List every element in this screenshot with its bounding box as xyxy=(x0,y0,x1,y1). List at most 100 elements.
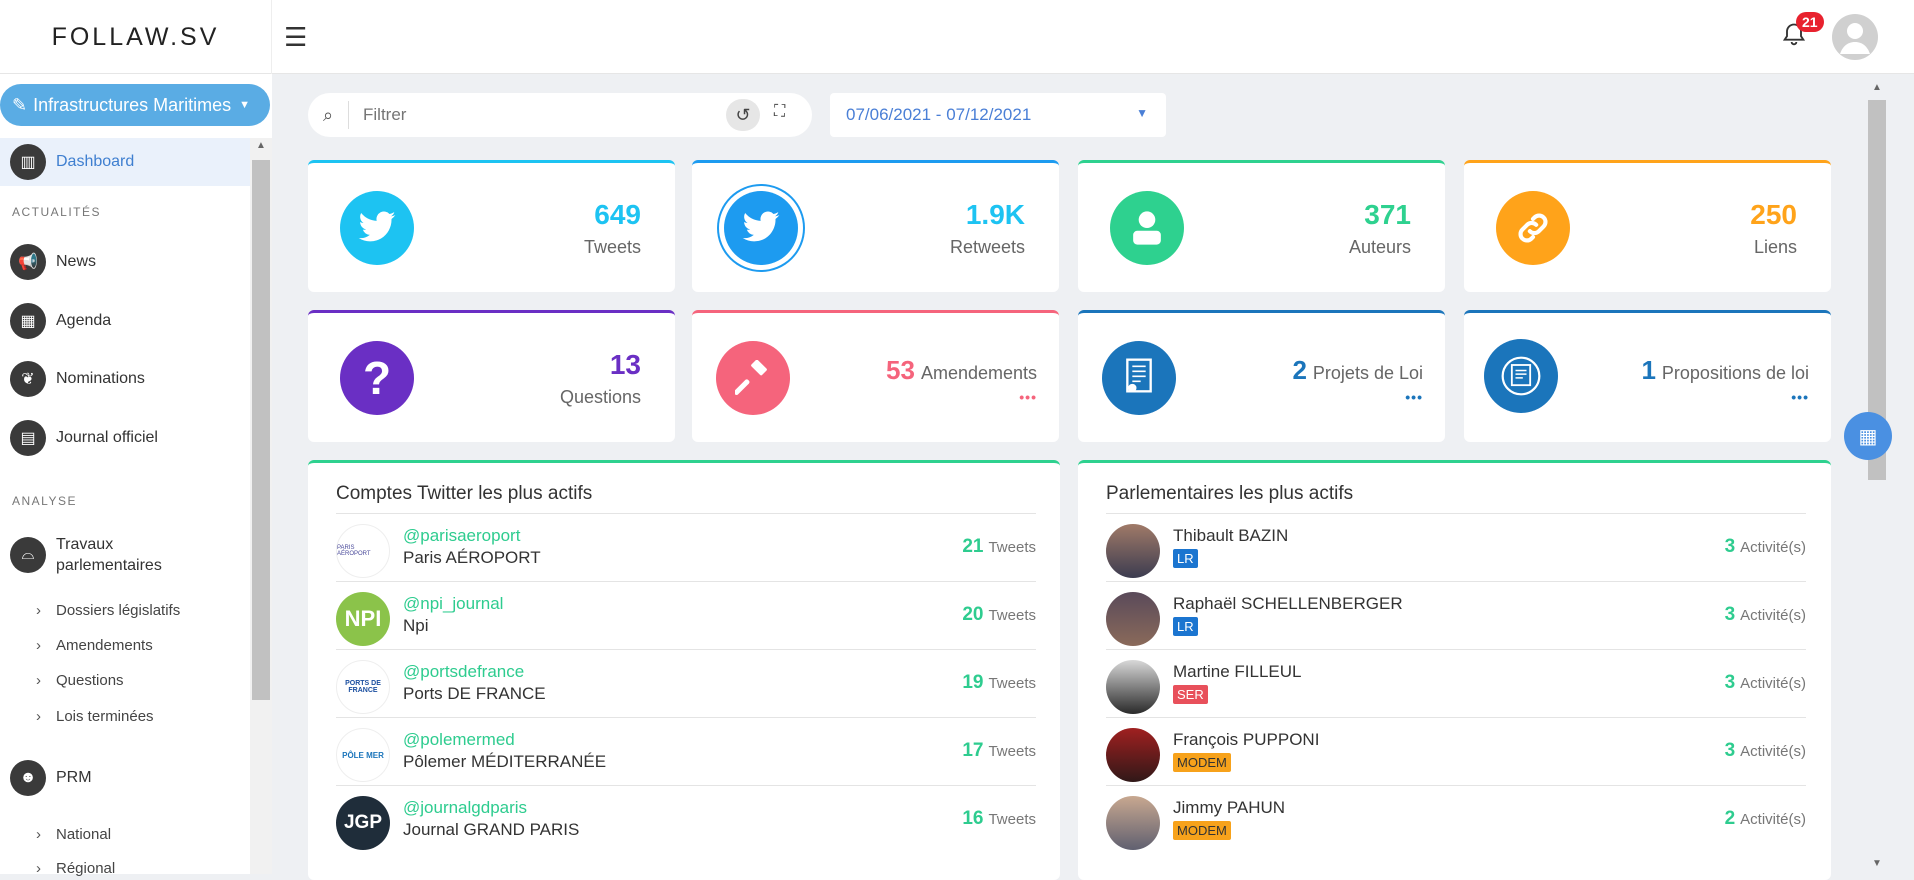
count-unit: Tweets xyxy=(988,607,1036,624)
more-icon[interactable]: ••• xyxy=(1791,389,1809,405)
account-handle[interactable]: @parisaeroport xyxy=(403,526,521,545)
page-scrollbar-thumb[interactable] xyxy=(1868,100,1886,480)
panel-title: Comptes Twitter les plus actifs xyxy=(336,483,593,504)
person-name[interactable]: François PUPPONI xyxy=(1173,730,1320,749)
card-questions[interactable]: ? 13 Questions xyxy=(308,310,675,442)
sidebar-sub-national[interactable]: › National xyxy=(36,826,111,843)
sidebar-sub-dossiers[interactable]: › Dossiers législatifs xyxy=(36,602,180,619)
activity-count: 3 Activité(s) xyxy=(1725,604,1806,626)
party-tag-wrap: MODEM xyxy=(1173,820,1231,840)
list-item[interactable]: François PUPPONI MODEM 3 Activité(s) xyxy=(1106,717,1806,785)
list-item[interactable]: PÔLE MER @polemermed Pôlemer MÉDITERRANÉ… xyxy=(336,717,1036,785)
list-item[interactable]: Jimmy PAHUN MODEM 2 Activité(s) xyxy=(1106,785,1806,853)
scroll-up-icon[interactable]: ▲ xyxy=(256,140,266,151)
scroll-down-icon[interactable]: ▼ xyxy=(1872,858,1882,869)
sidebar-sub-questions[interactable]: › Questions xyxy=(36,672,124,689)
count-value: 20 xyxy=(962,604,984,625)
section-title-analyse: ANALYSE xyxy=(12,494,77,508)
tweet-count: 19 Tweets xyxy=(962,672,1036,694)
user-avatar[interactable] xyxy=(1832,14,1878,60)
logo-text: PÔLE MER xyxy=(342,750,384,760)
sidebar-item-journal-officiel[interactable]: ▤ Journal officiel xyxy=(0,418,250,458)
megaphone-icon: 📢 xyxy=(10,244,46,280)
account-avatar: PÔLE MER xyxy=(336,728,390,782)
sidebar-item-agenda[interactable]: ▦ Agenda xyxy=(0,301,250,341)
list-item[interactable]: JGP @journalgdparis Journal GRAND PARIS … xyxy=(336,785,1036,853)
card-retweets[interactable]: 1.9K Retweets xyxy=(692,160,1059,292)
sub-label: Régional xyxy=(56,860,116,877)
gavel-icon xyxy=(716,341,790,415)
card-propositions-de-loi[interactable]: 1 Propositions de loi ••• xyxy=(1464,310,1831,442)
sidebar-sub-regional[interactable]: › Régional xyxy=(36,860,115,877)
chart-icon: ▥ xyxy=(10,144,46,180)
account-handle[interactable]: @npi_journal xyxy=(403,594,504,613)
sidebar-item-travaux[interactable]: ⌓ Travaux parlementaires xyxy=(0,532,250,578)
account-name: Pôlemer MÉDITERRANÉE xyxy=(403,752,607,771)
assembly-icon: ⌓ xyxy=(10,537,46,573)
scroll-up-icon[interactable]: ▲ xyxy=(1872,82,1882,93)
account-handle[interactable]: @polemermed xyxy=(403,730,515,749)
card-liens[interactable]: 250 Liens xyxy=(1464,160,1831,292)
sidebar-item-news[interactable]: 📢 News xyxy=(0,242,250,282)
propositions-stat: 1 Propositions de loi xyxy=(1641,355,1809,386)
app-logo[interactable]: FOLLAW.SV xyxy=(0,0,272,74)
list-item[interactable]: Raphaël SCHELLENBERGER LR 3 Activité(s) xyxy=(1106,581,1806,649)
page-scrollbar[interactable]: ▲ ▼ xyxy=(1866,80,1888,874)
more-icon[interactable]: ••• xyxy=(1405,389,1423,405)
sidebar-scrollbar-thumb[interactable] xyxy=(252,160,270,700)
list-item[interactable]: PARIS AÉROPORT @parisaeroport Paris AÉRO… xyxy=(336,513,1036,581)
person-name[interactable]: Martine FILLEUL xyxy=(1173,662,1302,681)
laurel-icon: ❦ xyxy=(10,361,46,397)
account-name: Npi xyxy=(403,616,429,635)
party-badge: MODEM xyxy=(1173,753,1231,772)
date-range-picker[interactable]: 07/06/2021 - 07/12/2021 ▼ xyxy=(830,93,1166,137)
person-name[interactable]: Thibault BAZIN xyxy=(1173,526,1289,545)
pencil-icon: ✎ xyxy=(12,94,28,115)
chevron-right-icon: › xyxy=(36,708,41,725)
list-item[interactable]: PORTS DE FRANCE @portsdefrance Ports DE … xyxy=(336,649,1036,717)
card-auteurs[interactable]: 371 Auteurs xyxy=(1078,160,1445,292)
tweets-label: Tweets xyxy=(583,237,641,257)
account-handle[interactable]: @journalgdparis xyxy=(403,798,528,817)
sidebar-item-label: Journal officiel xyxy=(56,429,158,446)
list-item[interactable]: Martine FILLEUL SER 3 Activité(s) xyxy=(1106,649,1806,717)
document-certificate-icon xyxy=(1102,341,1176,415)
search-icon: ⌕ xyxy=(322,104,334,125)
sidebar-item-nominations[interactable]: ❦ Nominations xyxy=(0,359,250,399)
sidebar-item-dashboard[interactable]: ▥ Dashboard xyxy=(0,138,250,186)
party-badge: LR xyxy=(1173,617,1198,636)
person-name[interactable]: Raphaël SCHELLENBERGER xyxy=(1173,594,1403,613)
account-name: Ports DE FRANCE xyxy=(403,684,546,703)
person-photo xyxy=(1106,592,1160,646)
card-tweets[interactable]: 649 Tweets xyxy=(308,160,675,292)
project-selector-button[interactable]: ✎ Infrastructures Maritimes ▼ xyxy=(0,84,270,126)
person-name[interactable]: Jimmy PAHUN xyxy=(1173,798,1286,817)
sidebar-item-label: Dashboard xyxy=(56,153,135,170)
account-handle[interactable]: @portsdefrance xyxy=(403,662,525,681)
sub-label: Amendements xyxy=(56,637,153,654)
count-unit: Activité(s) xyxy=(1740,743,1806,760)
sub-label: Questions xyxy=(56,672,124,689)
reset-icon[interactable]: ↺ xyxy=(726,99,760,131)
twitter-accounts-panel: Comptes Twitter les plus actifs PARIS AÉ… xyxy=(308,460,1060,880)
card-projets-de-loi[interactable]: 2 Projets de Loi ••• xyxy=(1078,310,1445,442)
person-photo xyxy=(1106,524,1160,578)
list-item[interactable]: NPI @npi_journal Npi 20 Tweets xyxy=(336,581,1036,649)
list-item[interactable]: Thibault BAZIN LR 3 Activité(s) xyxy=(1106,513,1806,581)
count-unit: Activité(s) xyxy=(1740,539,1806,556)
date-range-value: 07/06/2021 - 07/12/2021 xyxy=(846,105,1032,124)
party-badge: MODEM xyxy=(1173,821,1231,840)
widgets-favorite-icon[interactable]: ▦ xyxy=(1844,412,1892,460)
menu-toggle-icon[interactable]: ☰ xyxy=(284,22,308,52)
filter-input[interactable] xyxy=(348,101,708,129)
more-icon[interactable]: ••• xyxy=(1019,389,1037,405)
sidebar-item-prm[interactable]: ☻ PRM xyxy=(0,758,250,798)
activity-count: 3 Activité(s) xyxy=(1725,536,1806,558)
questions-label: Questions xyxy=(559,387,641,407)
count-unit: Tweets xyxy=(988,539,1036,556)
sidebar-sub-amendements[interactable]: › Amendements xyxy=(36,637,153,654)
expand-icon[interactable]: ⛶ xyxy=(774,103,786,120)
card-amendements[interactable]: 53 Amendements ••• xyxy=(692,310,1059,442)
logo-text: PARIS AÉROPORT xyxy=(337,545,371,557)
sidebar-sub-lois-terminees[interactable]: › Lois terminées xyxy=(36,708,154,725)
